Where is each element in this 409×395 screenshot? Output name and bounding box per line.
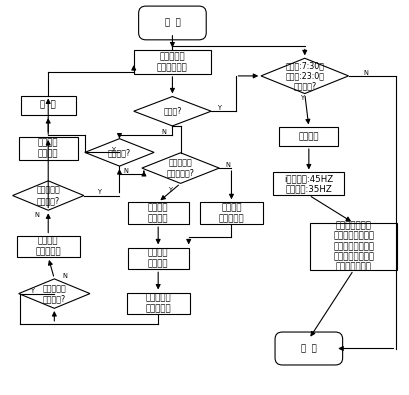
FancyBboxPatch shape (127, 202, 188, 224)
Text: N: N (162, 130, 166, 135)
Text: 停止监控: 停止监控 (298, 132, 318, 141)
Text: 设定对应
段的频率值: 设定对应 段的频率值 (218, 203, 244, 223)
FancyBboxPatch shape (279, 127, 337, 146)
FancyBboxPatch shape (21, 96, 76, 115)
FancyBboxPatch shape (272, 172, 344, 195)
FancyBboxPatch shape (126, 293, 189, 314)
Text: N: N (225, 162, 229, 168)
Text: 是否停机?: 是否停机? (108, 148, 131, 157)
FancyBboxPatch shape (309, 223, 396, 270)
Polygon shape (142, 153, 219, 183)
FancyBboxPatch shape (19, 137, 78, 160)
Text: Y: Y (97, 189, 101, 196)
Text: 开  始: 开 始 (164, 19, 180, 28)
Text: N: N (35, 212, 40, 218)
Text: Y: Y (299, 95, 303, 101)
Polygon shape (85, 139, 154, 166)
Text: 停  机: 停 机 (40, 101, 56, 110)
Text: 故障设备
声光报警: 故障设备 声光报警 (38, 139, 58, 158)
Text: Y: Y (30, 288, 34, 294)
Text: 监控中?: 监控中? (163, 107, 181, 116)
Text: N: N (362, 70, 367, 76)
Text: Y: Y (217, 105, 220, 111)
Text: 分别启动
各台变频器: 分别启动 各台变频器 (35, 237, 61, 256)
Text: N: N (62, 273, 67, 279)
Polygon shape (133, 96, 211, 126)
Text: 系统初始化
建立通讯协议: 系统初始化 建立通讯协议 (157, 53, 187, 72)
Text: Y: Y (168, 187, 172, 193)
Text: i变频率一:45HZ
或频率二:35HZ: i变频率一:45HZ 或频率二:35HZ (283, 174, 333, 194)
Text: 设定当前
运行频率: 设定当前 运行频率 (148, 248, 168, 268)
Text: N: N (123, 168, 128, 174)
FancyBboxPatch shape (127, 248, 188, 269)
Text: 设定与自动
各台变频器?: 设定与自动 各台变频器? (166, 158, 194, 178)
Text: 周期性检测、显
示各台变频器的工
作电压、工作电流
和变频器频率参数
及状态报警信息: 周期性检测、显 示各台变频器的工 作电压、工作电流 和变频器频率参数 及状态报警… (333, 221, 373, 272)
FancyBboxPatch shape (133, 51, 211, 74)
Text: 结  束: 结 束 (300, 344, 316, 353)
Text: 各台变频器
运行正常?: 各台变频器 运行正常? (36, 186, 60, 205)
FancyBboxPatch shape (200, 202, 263, 224)
Text: Y: Y (111, 147, 115, 152)
FancyBboxPatch shape (274, 332, 342, 365)
FancyBboxPatch shape (17, 236, 80, 257)
Text: 当前频率值
写入变频器: 当前频率值 写入变频器 (145, 294, 171, 313)
Polygon shape (261, 58, 348, 94)
Polygon shape (13, 181, 84, 210)
Text: 时段一:7:30或
时段二:23:0自
动计时停?: 时段一:7:30或 时段二:23:0自 动计时停? (285, 61, 324, 91)
Text: 输入启动
的设备号: 输入启动 的设备号 (148, 203, 168, 223)
Text: 各台变频器
是否运行?: 各台变频器 是否运行? (43, 284, 66, 303)
Polygon shape (19, 279, 90, 308)
FancyBboxPatch shape (138, 6, 206, 40)
